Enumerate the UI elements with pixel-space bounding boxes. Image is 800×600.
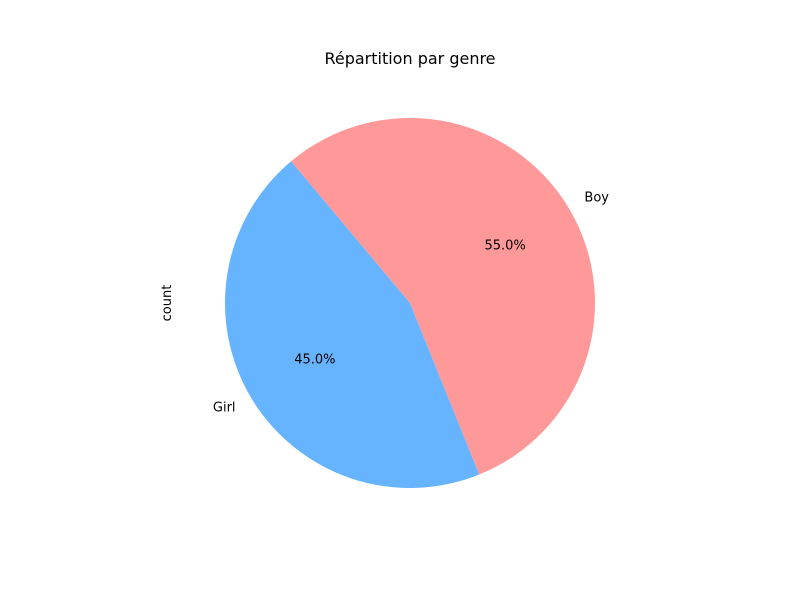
pie-label-boy: Boy	[584, 191, 609, 206]
pie-label-girl: Girl	[213, 400, 236, 415]
pie-slice-girl	[225, 161, 480, 489]
y-axis-label: count	[160, 285, 175, 322]
pie-percent-girl: 45.0%	[294, 353, 335, 368]
pie-labels: Girl 45.0% Boy 55.0%	[213, 191, 609, 416]
pie-slices	[225, 117, 595, 489]
pie-slice-boy	[291, 117, 595, 475]
chart-title: Répartition par genre	[324, 49, 495, 68]
pie-percent-boy: 55.0%	[484, 238, 525, 253]
